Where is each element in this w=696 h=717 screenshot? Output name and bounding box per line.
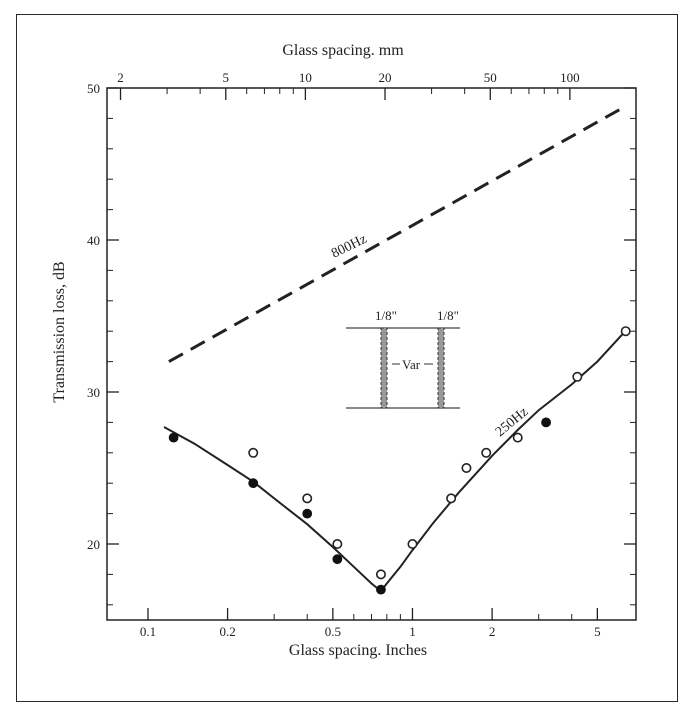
series-250hz-curve (163, 332, 625, 593)
y-tick-label: 50 (87, 81, 100, 96)
open-data-point (572, 371, 583, 382)
open-data-point (481, 447, 492, 458)
filled-data-point (541, 417, 551, 428)
x2-tick-label: 100 (560, 70, 580, 85)
x2-tick-label: 20 (379, 70, 392, 85)
x-tick-label: 0.2 (219, 624, 235, 639)
filled-circle-points (168, 417, 551, 595)
inset-spacing-label: Var (402, 357, 421, 372)
y-axis-label: Transmission loss, dB (51, 261, 68, 402)
bottom-axis-label: Glass spacing. Inches (289, 642, 427, 659)
filled-data-point (168, 432, 179, 443)
open-data-point (446, 493, 457, 504)
open-data-point (620, 326, 631, 337)
x-tick-label: 0.5 (325, 624, 341, 639)
open-data-point (461, 462, 472, 473)
inset-right-thickness: 1/8" (437, 308, 459, 323)
y-tick-label: 30 (87, 385, 100, 400)
right-axis-ticks (624, 87, 636, 606)
open-data-point (302, 493, 313, 504)
filled-data-point (332, 554, 343, 565)
open-data-point (332, 538, 343, 549)
x2-tick-label: 50 (484, 70, 497, 85)
plot-area (106, 87, 637, 621)
series-800hz-label: 800Hz (329, 232, 369, 262)
open-data-point (375, 569, 386, 580)
inset-glass-pane-right (437, 327, 445, 409)
filled-data-point (248, 478, 259, 489)
x2-tick-label: 2 (117, 70, 124, 85)
x-tick-label: 5 (594, 624, 601, 639)
series-800hz-line (168, 104, 627, 363)
inset-glass-pane-left (380, 327, 388, 409)
top-axis-ticks: 2 5 10 20 50 100 (117, 70, 580, 100)
x2-tick-label: 10 (299, 70, 312, 85)
filled-data-point (302, 508, 313, 519)
bottom-axis-ticks: 0.1 0.2 0.5 1 2 5 (140, 608, 601, 639)
open-data-point (407, 538, 418, 549)
inset-left-thickness: 1/8" (375, 308, 397, 323)
x-tick-label: 1 (409, 624, 416, 639)
figure-frame (16, 14, 678, 702)
x-tick-label: 2 (489, 624, 496, 639)
x2-tick-label: 5 (223, 70, 230, 85)
double-glazing-inset: 1/8" 1/8" Var (346, 308, 460, 409)
y-tick-label: 40 (87, 233, 100, 248)
open-data-point (248, 447, 259, 458)
x-tick-label: 0.1 (140, 624, 156, 639)
open-circle-points (248, 326, 631, 580)
top-axis-label: Glass spacing. mm (282, 42, 404, 59)
y-tick-label: 20 (87, 537, 100, 552)
filled-data-point (376, 584, 386, 595)
open-data-point (512, 432, 523, 443)
left-axis-ticks: 20 30 40 50 (87, 81, 119, 606)
